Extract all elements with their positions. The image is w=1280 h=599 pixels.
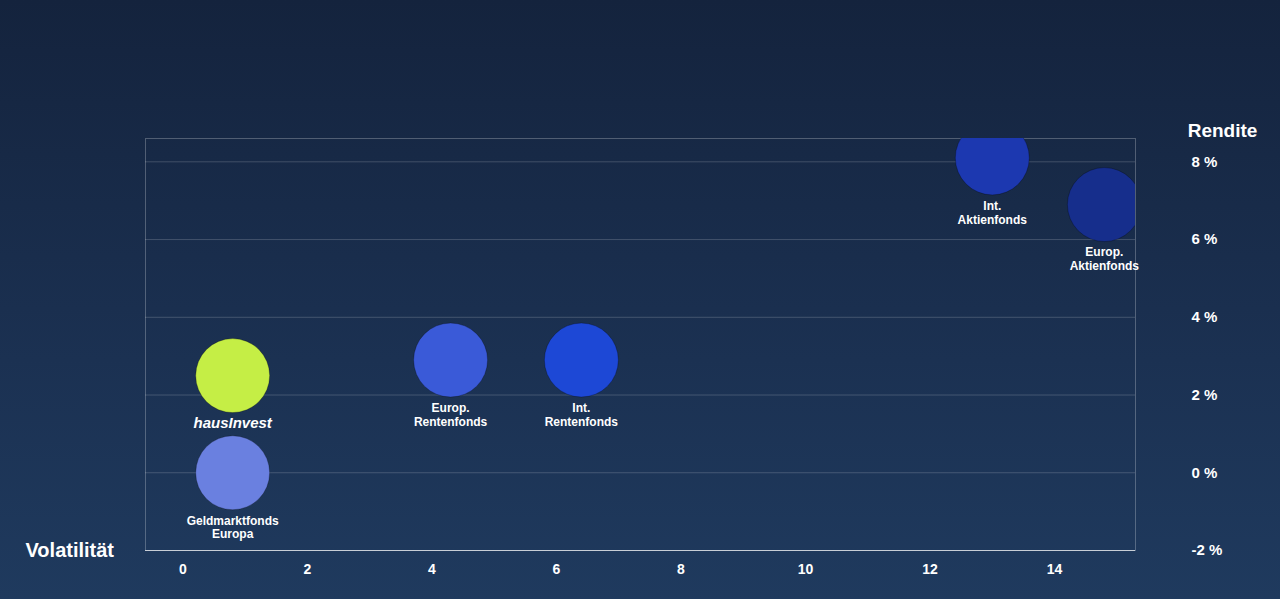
svg-text:0 %: 0 %	[1192, 464, 1218, 481]
svg-text:Int.Aktienfonds: Int.Aktienfonds	[958, 199, 1028, 227]
svg-text:hausInvest: hausInvest	[193, 414, 272, 431]
svg-text:4: 4	[428, 561, 436, 577]
svg-text:14: 14	[1047, 561, 1063, 577]
svg-text:2: 2	[303, 561, 311, 577]
svg-text:4 %: 4 %	[1192, 308, 1218, 325]
svg-text:-2 %: -2 %	[1192, 541, 1223, 558]
svg-text:GeldmarktfondsEuropa: GeldmarktfondsEuropa	[187, 514, 279, 542]
svg-text:8: 8	[677, 561, 685, 577]
svg-text:6 %: 6 %	[1192, 230, 1218, 247]
svg-text:Volatilität: Volatilität	[26, 539, 115, 561]
svg-text:Rendite: Rendite	[1188, 120, 1258, 141]
svg-text:10: 10	[798, 561, 814, 577]
svg-text:2 %: 2 %	[1192, 386, 1218, 403]
svg-text:8 %: 8 %	[1192, 153, 1218, 170]
svg-text:6: 6	[553, 561, 561, 577]
svg-text:12: 12	[922, 561, 938, 577]
svg-text:0: 0	[179, 561, 187, 577]
svg-text:Europ.Rentenfonds: Europ.Rentenfonds	[414, 401, 488, 429]
svg-text:Europ.Aktienfonds: Europ.Aktienfonds	[1070, 245, 1140, 273]
svg-text:Int.Rentenfonds: Int.Rentenfonds	[545, 401, 619, 429]
